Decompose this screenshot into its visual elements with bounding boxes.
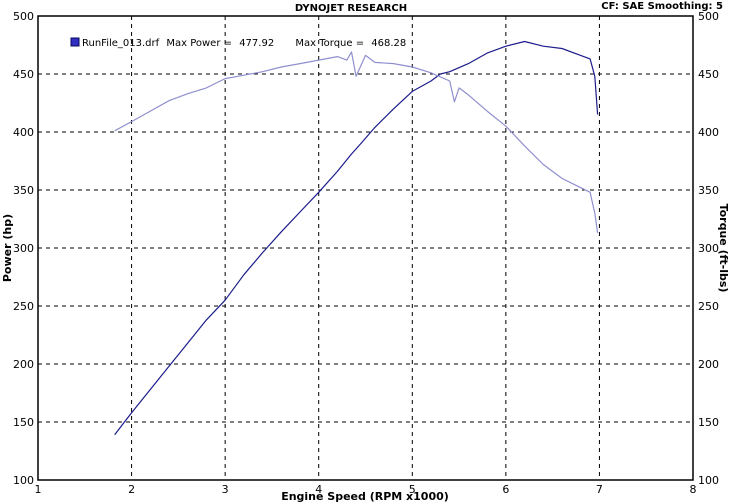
left-tick-label: 150 [13,416,34,429]
right-tick-label: 100 [698,474,719,487]
max-torque-value: 468.28 [371,38,406,49]
left-tick-label: 450 [13,68,34,81]
svg-text:RunFile_013.drf Max Powe: RunFile_013.drf Max Power = 477.92 Max T… [82,38,406,49]
x-tick-label: 8 [690,483,697,496]
left-axis-title: Power (hp) [1,214,14,282]
x-tick-label: 3 [222,483,229,496]
chart-title: DYNOJET RESEARCH [295,3,407,14]
x-tick-label: 1 [35,483,42,496]
right-tick-label: 350 [698,184,719,197]
power-line [114,40,599,436]
x-tick-label: 4 [315,483,322,496]
left-tick-label: 350 [13,184,34,197]
left-tick-label: 500 [13,10,34,23]
right-tick-label: 200 [698,358,719,371]
right-tick-label: 450 [698,68,719,81]
legend: RunFile_013.drf Max Power = 477.92 Max T… [70,37,406,49]
series-lines [114,40,599,436]
right-tick-label: 400 [698,126,719,139]
x-tick-label: 5 [409,483,416,496]
left-tick-label: 100 [13,474,34,487]
max-torque-label: Max Torque = [295,38,364,49]
x-tick-label: 7 [596,483,603,496]
torque-line [114,51,599,233]
right-tick-label: 300 [698,242,719,255]
right-tick-label: 250 [698,300,719,313]
left-tick-label: 400 [13,126,34,139]
left-tick-label: 200 [13,358,34,371]
max-power-value: 477.92 [239,38,274,49]
x-tick-label: 6 [502,483,509,496]
x-axis-title: Engine Speed (RPM x1000) [281,490,449,503]
left-tick-label: 300 [13,242,34,255]
right-tick-label: 500 [698,10,719,23]
correction-info: CF: SAE Smoothing: 5 [601,1,723,12]
right-axis-ticks: 100 150 200 250 300 350 400 450 500 [698,10,719,487]
legend-entry: RunFile_013.drf [82,38,160,49]
x-tick-label: 2 [128,483,135,496]
plot-frame [37,15,694,481]
left-tick-label: 250 [13,300,34,313]
x-axis-ticks: 1 2 3 4 5 6 7 8 [35,483,697,496]
max-power-label: Max Power = [166,38,232,49]
legend-swatch [70,37,80,47]
right-axis-title: Torque (ft-lbs) [717,204,730,293]
right-tick-label: 150 [698,416,719,429]
left-axis-ticks: 100 150 200 250 300 350 400 450 500 [13,10,34,487]
grid [38,16,693,480]
